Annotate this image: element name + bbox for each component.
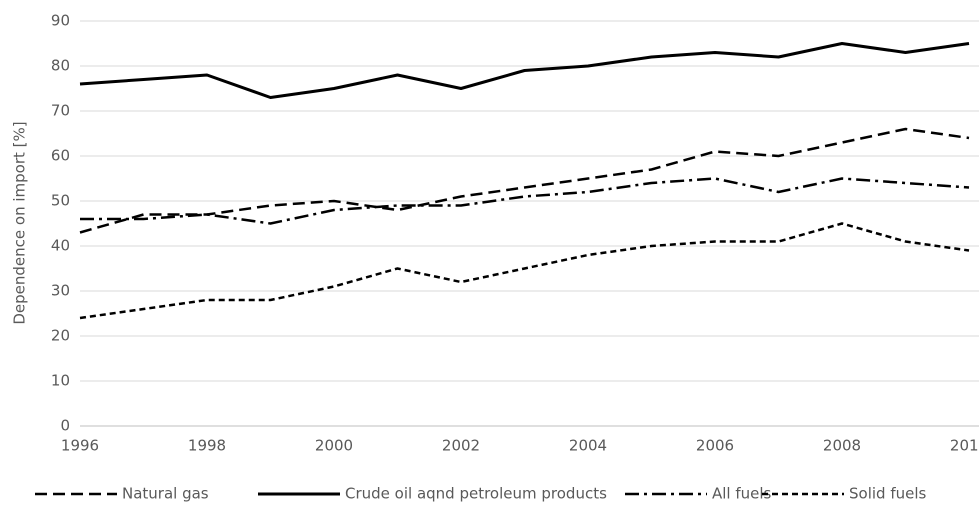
- y-tick-label: 60: [51, 147, 70, 165]
- y-tick-label: 20: [51, 327, 70, 345]
- y-tick-label: 30: [51, 282, 70, 300]
- legend-label: Crude oil aqnd petroleum products: [345, 485, 607, 503]
- x-tick-label: 2006: [696, 437, 734, 455]
- x-tick-label: 2010: [950, 437, 979, 455]
- x-tick-label: 2004: [569, 437, 607, 455]
- y-tick-label: 40: [51, 237, 70, 255]
- line-series: [79, 42, 970, 99]
- y-tick-label: 0: [60, 417, 70, 435]
- y-axis-label: Dependence on import [%]: [11, 121, 29, 324]
- x-tick-label: 2002: [442, 437, 480, 455]
- y-tick-label: 90: [51, 12, 70, 30]
- legend-label: Natural gas: [122, 485, 209, 503]
- x-tick-label: 2000: [315, 437, 353, 455]
- legend-label: Solid fuels: [849, 485, 927, 503]
- x-tick-label: 1998: [188, 437, 226, 455]
- y-tick-label: 80: [51, 57, 70, 75]
- legend-label: All fuels: [712, 485, 772, 503]
- y-tick-label: 10: [51, 372, 70, 390]
- x-tick-label: 2008: [823, 437, 861, 455]
- y-tick-label: 70: [51, 102, 70, 120]
- y-tick-label: 50: [51, 192, 70, 210]
- x-tick-label: 1996: [61, 437, 99, 455]
- line-series: [79, 127, 970, 234]
- line-series: [80, 177, 970, 225]
- line-series: [79, 222, 970, 320]
